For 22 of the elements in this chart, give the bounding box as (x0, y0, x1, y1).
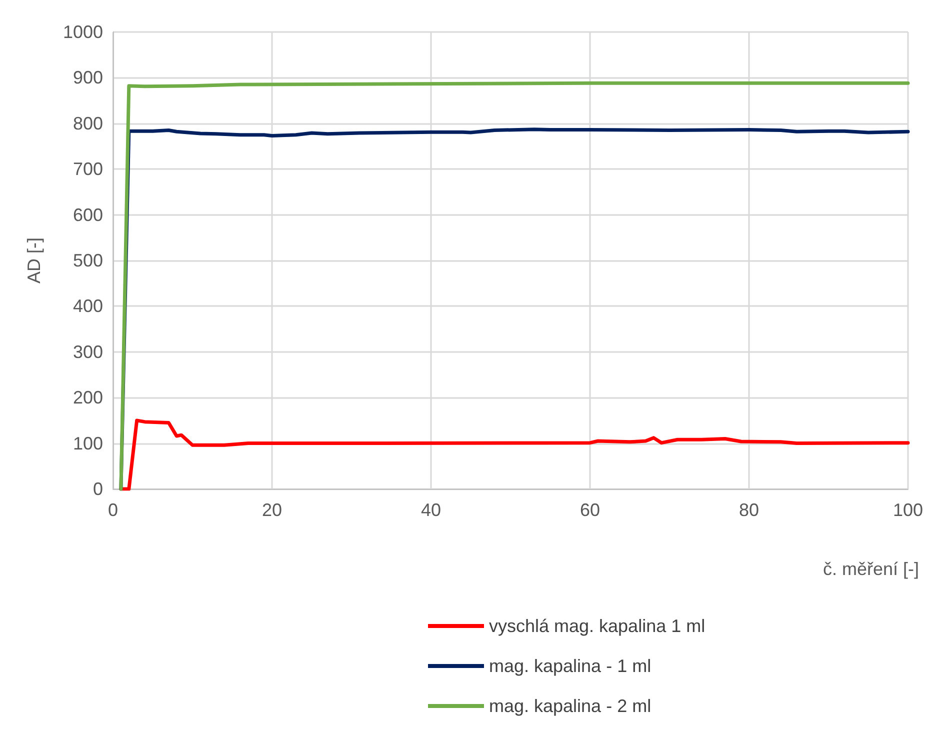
y-tick-label: 100 (72, 433, 103, 454)
y-tick-label: 0 (92, 479, 103, 499)
x-tick-label: 60 (580, 500, 600, 520)
y-tick-label: 400 (72, 296, 103, 316)
legend-label: mag. kapalina - 1 ml (489, 656, 652, 676)
legend-label: vyschlá mag. kapalina 1 ml (489, 616, 706, 636)
y-axis-title: AD [-] (24, 237, 44, 284)
y-tick-label: 600 (72, 204, 103, 225)
y-tick-label: 200 (72, 388, 103, 408)
y-tick-label: 500 (72, 250, 103, 270)
x-axis-title: č. měření [-] (822, 559, 920, 579)
legend-label: mag. kapalina - 2 ml (489, 696, 652, 716)
x-tick-label: 0 (108, 500, 118, 520)
x-tick-label: 20 (262, 500, 282, 520)
y-tick-label: 900 (72, 68, 103, 88)
y-tick-label: 700 (72, 159, 103, 180)
x-tick-label: 40 (420, 500, 442, 520)
x-tick-label: 80 (738, 500, 760, 520)
x-tick-label: 100 (892, 500, 924, 520)
y-tick-label: 800 (72, 113, 103, 134)
y-tick-label: 300 (72, 342, 103, 362)
y-tick-label: 1000 (62, 22, 103, 42)
